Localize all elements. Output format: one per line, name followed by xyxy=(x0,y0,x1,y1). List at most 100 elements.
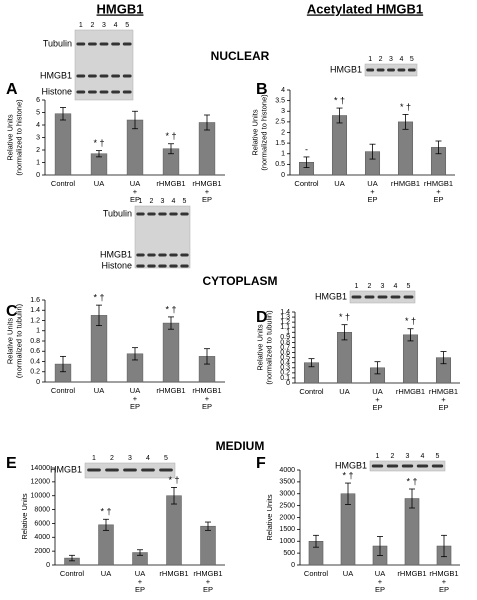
y-axis-label: Relative Units xyxy=(5,318,14,365)
blot-band xyxy=(169,212,178,216)
lane-number: 2 xyxy=(150,198,154,205)
lane-number: 3 xyxy=(389,56,393,63)
blot-label: HMGB1 xyxy=(100,249,132,259)
y-tick-label: 1.6 xyxy=(30,297,40,304)
blot-band xyxy=(76,90,86,94)
y-tick-label: 1500 xyxy=(279,526,295,533)
y-tick-label: 1.2 xyxy=(280,319,290,326)
blot-band xyxy=(403,295,414,299)
y-tick-label: 1 xyxy=(36,328,40,335)
blot-band xyxy=(169,253,178,257)
x-tick-label: EP xyxy=(375,585,385,594)
lane-number: 3 xyxy=(102,22,106,29)
y-tick-label: 0 xyxy=(36,379,40,386)
y-tick-label: 2000 xyxy=(34,548,50,555)
x-tick-label: EP xyxy=(203,585,213,594)
y-tick-label: 4 xyxy=(36,122,40,129)
x-tick-label: EP xyxy=(202,195,212,204)
y-tick-label: 1.5 xyxy=(275,140,285,147)
blot-label: HMGB1 xyxy=(50,464,82,474)
lane-number: 5 xyxy=(436,453,440,460)
column-header: HMGB1 xyxy=(97,1,144,16)
x-tick-label: EP xyxy=(433,195,443,204)
y-tick-label: 0.8 xyxy=(30,338,40,345)
y-tick-label: 0 xyxy=(286,380,290,387)
lane-number: 2 xyxy=(391,453,395,460)
x-tick-label: rHMGB1 xyxy=(396,387,425,396)
y-tick-label: 4000 xyxy=(279,467,295,474)
blot-band xyxy=(351,295,362,299)
lane-number: 5 xyxy=(183,198,187,205)
y-tick-label: 1.4 xyxy=(280,309,290,316)
lane-number: 4 xyxy=(421,453,425,460)
blot-label: HMGB1 xyxy=(315,291,347,301)
blot-label: Tubulin xyxy=(43,38,72,48)
x-tick-label: EP xyxy=(130,195,140,204)
x-tick-label: UA xyxy=(135,569,145,578)
lane-number: 1 xyxy=(368,56,372,63)
lane-number: 5 xyxy=(410,56,414,63)
bar xyxy=(402,334,419,384)
lane-number: 2 xyxy=(110,455,114,462)
lane-number: 2 xyxy=(90,22,94,29)
section-label: MEDIUM xyxy=(216,439,265,453)
section-label: NUCLEAR xyxy=(211,49,270,63)
y-tick-label: 4 xyxy=(281,87,285,94)
y-axis-label: (normalized to histone) xyxy=(259,94,268,171)
y-tick-label: 1 xyxy=(281,151,285,158)
y-axis-label: Relative Units xyxy=(250,109,259,156)
y-tick-label: 0.5 xyxy=(275,161,285,168)
blot-band xyxy=(105,468,119,472)
blot-band xyxy=(180,212,189,216)
y-tick-label: 0.7 xyxy=(280,344,290,351)
blot-band xyxy=(158,253,167,257)
blot-band xyxy=(364,295,375,299)
lane-number: 4 xyxy=(399,56,403,63)
significance-label: * † xyxy=(406,476,417,486)
x-tick-label: UA xyxy=(339,387,349,396)
lane-number: 5 xyxy=(125,22,129,29)
lane-number: 1 xyxy=(139,198,143,205)
x-tick-label: Control xyxy=(60,569,85,578)
x-tick-label: UA xyxy=(101,569,111,578)
blot-label: HMGB1 xyxy=(330,64,362,74)
lane-number: 1 xyxy=(92,455,96,462)
x-tick-label: + xyxy=(138,577,143,586)
x-tick-label: + xyxy=(206,577,211,586)
y-tick-label: 0 xyxy=(291,562,295,569)
blot-band xyxy=(136,253,145,257)
blot-band xyxy=(122,90,132,94)
bar xyxy=(404,498,420,566)
x-tick-label: rHMGB1 xyxy=(192,179,221,188)
blot-band xyxy=(169,264,178,268)
y-tick-label: 0 xyxy=(36,172,40,179)
blot-band xyxy=(401,464,414,468)
y-tick-label: 10000 xyxy=(31,493,51,500)
blot-band xyxy=(390,295,401,299)
y-tick-label: 12000 xyxy=(31,479,51,486)
x-tick-label: rHMGB1 xyxy=(156,179,185,188)
blot-band xyxy=(180,253,189,257)
x-tick-label: + xyxy=(442,577,447,586)
significance-label: * † xyxy=(100,507,111,517)
bar xyxy=(98,524,114,566)
y-tick-label: 3500 xyxy=(279,479,295,486)
y-axis-label: (normalized to tubulin) xyxy=(264,310,273,385)
panel-letter: D xyxy=(256,309,268,326)
x-tick-label: UA xyxy=(372,387,382,396)
section-label: CYTOPLASM xyxy=(202,274,277,288)
blot-band xyxy=(158,264,167,268)
panel-letter: E xyxy=(6,455,17,472)
x-tick-label: EP xyxy=(367,195,377,204)
blot-band xyxy=(87,90,97,94)
blot-band xyxy=(76,74,86,78)
significance-label: - xyxy=(305,144,308,154)
y-tick-label: 0.4 xyxy=(30,358,40,365)
x-tick-label: EP xyxy=(439,585,449,594)
x-tick-label: EP xyxy=(130,402,140,411)
blot-label: Histone xyxy=(41,86,72,96)
blot-image xyxy=(74,29,134,101)
lane-number: 2 xyxy=(368,283,372,290)
x-tick-label: + xyxy=(205,187,210,196)
